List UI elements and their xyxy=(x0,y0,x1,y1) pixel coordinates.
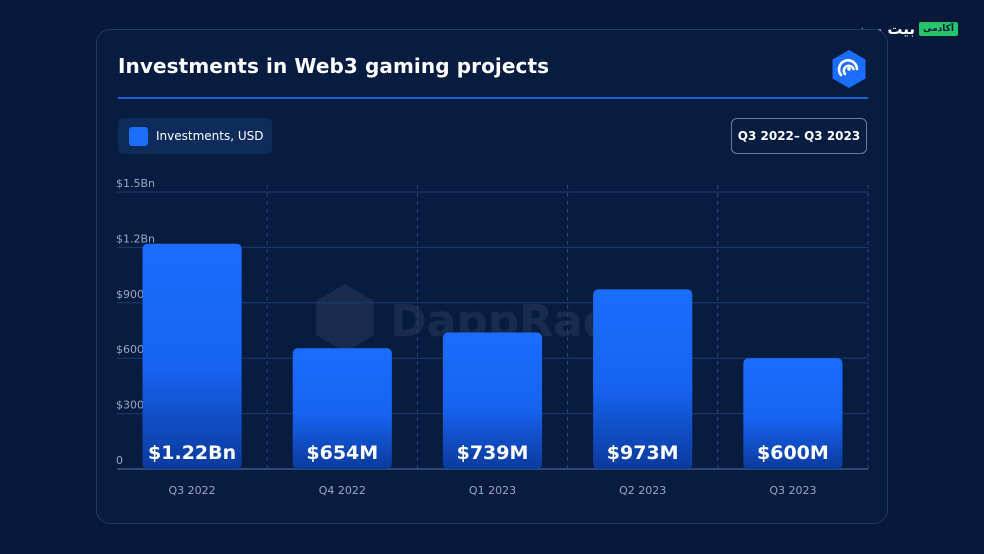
title-divider xyxy=(118,97,868,99)
bar-q3-2022 xyxy=(142,243,242,469)
legend-swatch xyxy=(129,126,148,146)
y-tick-label: 0 xyxy=(116,454,123,467)
date-range-button[interactable]: Q3 2022– Q3 2023 xyxy=(731,118,867,154)
x-tick-label: Q3 2022 xyxy=(169,484,216,497)
dappradar-logo-icon xyxy=(832,50,866,88)
brand-badge: آکادمی xyxy=(919,22,958,36)
y-tick-label: $1.2Bn xyxy=(116,232,155,245)
bar-data-label: $654M xyxy=(306,442,378,464)
x-tick-label: Q1 2023 xyxy=(469,484,516,497)
x-tick-label: Q3 2023 xyxy=(769,484,816,497)
y-tick-label: $1.5Bn xyxy=(116,177,155,190)
legend: Investments, USD xyxy=(118,118,272,154)
bar-q3-2023 xyxy=(743,358,843,469)
legend-label: Investments, USD xyxy=(156,129,264,143)
bar-data-label: $739M xyxy=(457,442,529,464)
bar-q1-2023 xyxy=(442,332,543,469)
x-tick-label: Q4 2022 xyxy=(319,484,366,497)
bar-data-label: $973M xyxy=(607,442,679,464)
bar-data-label: $1.22Bn xyxy=(148,442,236,464)
bar-data-label: $600M xyxy=(757,442,829,464)
bar-q4-2022 xyxy=(292,348,392,469)
x-tick-label: Q2 2023 xyxy=(619,484,666,497)
bar-q2-2023 xyxy=(593,289,693,469)
chart-title: Investments in Web3 gaming projects xyxy=(118,54,550,78)
